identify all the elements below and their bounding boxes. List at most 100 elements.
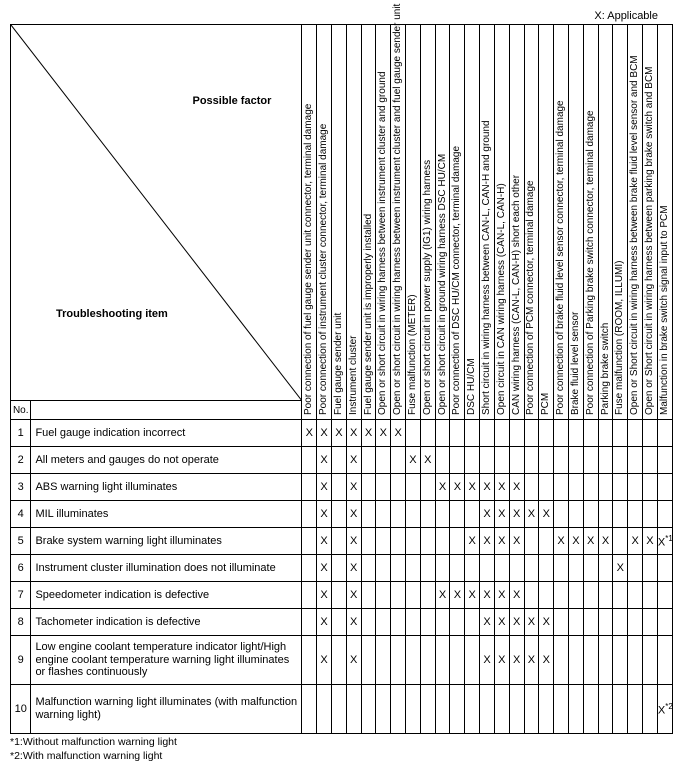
mark-cell: X xyxy=(317,474,332,501)
mark-cell xyxy=(583,609,598,636)
mark-cell: X xyxy=(450,474,465,501)
mark-cell xyxy=(331,636,346,685)
mark-cell: X xyxy=(317,501,332,528)
mark-cell xyxy=(643,685,658,734)
mark-cell xyxy=(554,636,569,685)
mark-cell: X xyxy=(480,582,495,609)
mark-cell xyxy=(657,474,672,501)
troubleshooting-matrix: Possible factorTroubleshooting itemPoor … xyxy=(10,24,673,734)
mark-cell xyxy=(598,582,613,609)
mark-cell xyxy=(643,582,658,609)
mark-cell xyxy=(317,685,332,734)
factor-header: CAN wiring harness (CAN-L, CAN-H) short … xyxy=(509,25,524,420)
mark-cell: X xyxy=(613,555,628,582)
mark-cell xyxy=(406,555,421,582)
no-header: No. xyxy=(11,401,31,420)
mark-cell: X xyxy=(317,582,332,609)
mark-cell xyxy=(568,582,583,609)
mark-cell: X*1 xyxy=(657,528,672,555)
mark-cell: X xyxy=(568,528,583,555)
mark-cell xyxy=(554,420,569,447)
mark-cell xyxy=(302,501,317,528)
mark-cell xyxy=(480,555,495,582)
row-number: 7 xyxy=(11,582,31,609)
mark-cell xyxy=(450,636,465,685)
factor-header: Open or Short circuit in wiring harness … xyxy=(628,25,643,420)
mark-cell xyxy=(420,609,435,636)
mark-cell xyxy=(494,447,509,474)
mark-cell xyxy=(302,555,317,582)
mark-cell xyxy=(657,420,672,447)
mark-cell xyxy=(598,685,613,734)
row-number: 5 xyxy=(11,528,31,555)
mark-cell xyxy=(450,420,465,447)
mark-cell xyxy=(598,636,613,685)
mark-cell xyxy=(643,420,658,447)
row-number: 1 xyxy=(11,420,31,447)
mark-cell xyxy=(302,447,317,474)
mark-cell: X xyxy=(346,636,361,685)
mark-cell: X xyxy=(331,420,346,447)
factor-header: Open or Short circuit in wiring harness … xyxy=(643,25,658,420)
mark-cell xyxy=(480,447,495,474)
row-item: Instrument cluster illumination does not… xyxy=(31,555,302,582)
mark-cell: X xyxy=(494,474,509,501)
mark-cell xyxy=(524,420,539,447)
row-item: All meters and gauges do not operate xyxy=(31,447,302,474)
mark-cell xyxy=(465,555,480,582)
factor-header: Instrument cluster xyxy=(346,25,361,420)
legend-applicable: X: Applicable xyxy=(10,10,673,22)
mark-cell xyxy=(613,474,628,501)
mark-cell: X xyxy=(346,528,361,555)
mark-cell xyxy=(583,474,598,501)
mark-cell xyxy=(361,528,376,555)
mark-cell xyxy=(494,685,509,734)
mark-cell xyxy=(406,501,421,528)
mark-cell xyxy=(539,528,554,555)
mark-cell: X xyxy=(480,474,495,501)
mark-cell xyxy=(465,685,480,734)
mark-cell: X xyxy=(509,474,524,501)
mark-cell xyxy=(361,636,376,685)
factor-header: Open or short circuit in wiring harness … xyxy=(376,25,391,420)
mark-cell: X xyxy=(554,528,569,555)
row-number: 3 xyxy=(11,474,31,501)
mark-cell: X xyxy=(480,636,495,685)
mark-cell: X xyxy=(480,528,495,555)
mark-cell xyxy=(376,501,391,528)
mark-cell: X xyxy=(494,582,509,609)
mark-cell xyxy=(435,609,450,636)
mark-cell xyxy=(628,474,643,501)
mark-cell xyxy=(568,447,583,474)
mark-cell: X xyxy=(494,501,509,528)
mark-cell xyxy=(628,636,643,685)
mark-cell xyxy=(480,685,495,734)
mark-cell xyxy=(346,685,361,734)
mark-cell xyxy=(583,636,598,685)
row-item: Brake system warning light illuminates xyxy=(31,528,302,555)
mark-cell: X xyxy=(494,609,509,636)
mark-cell: X xyxy=(435,582,450,609)
mark-cell xyxy=(420,685,435,734)
factor-header: Short circuit in wiring harness between … xyxy=(480,25,495,420)
factor-header: DSC HU/CM xyxy=(465,25,480,420)
mark-cell xyxy=(376,685,391,734)
mark-cell xyxy=(450,501,465,528)
row-number: 6 xyxy=(11,555,31,582)
mark-cell xyxy=(613,582,628,609)
mark-cell xyxy=(524,582,539,609)
mark-cell xyxy=(554,501,569,528)
mark-cell xyxy=(406,685,421,734)
mark-cell xyxy=(302,528,317,555)
mark-cell xyxy=(494,555,509,582)
mark-cell xyxy=(391,609,406,636)
mark-cell xyxy=(554,447,569,474)
mark-cell xyxy=(331,555,346,582)
mark-cell xyxy=(331,609,346,636)
mark-cell xyxy=(435,685,450,734)
factor-header: Poor connection of fuel gauge sender uni… xyxy=(302,25,317,420)
mark-cell: X xyxy=(509,528,524,555)
troubleshooting-item-label: Troubleshooting item xyxy=(56,308,168,320)
mark-cell xyxy=(391,555,406,582)
factor-header: Poor connection of brake fluid level sen… xyxy=(554,25,569,420)
